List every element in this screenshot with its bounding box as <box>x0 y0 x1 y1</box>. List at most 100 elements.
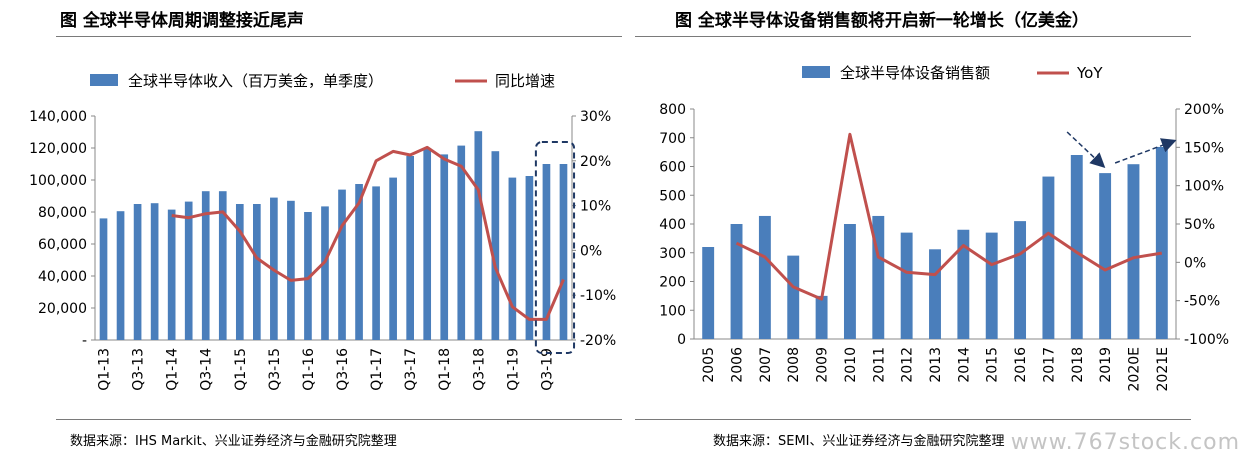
legend-line-label: YoY <box>1076 64 1103 82</box>
line-series-yoy <box>171 145 565 321</box>
left-source-note: 数据来源：IHS Markit、兴业证券经济与金融研究院整理 <box>70 434 397 449</box>
bar-Q1-19 <box>508 177 517 340</box>
right-y-tick-label: 100% <box>1184 179 1224 195</box>
right-y-tick-label: 200% <box>1184 102 1224 118</box>
right-y-tick-label: 150% <box>1184 140 1224 156</box>
bar-Q2-17 <box>389 177 397 340</box>
bar-2019 <box>1099 173 1112 339</box>
bar-Q4-16 <box>355 184 363 340</box>
x-tick-label-2016: 2016 <box>1013 347 1029 383</box>
bar-Q2-16 <box>321 206 329 340</box>
x-tick-label-Q1-15: Q1-15 <box>233 348 249 391</box>
x-tick-label-2013: 2013 <box>928 347 944 383</box>
x-tick-label-2020E: 2020E <box>1126 347 1142 391</box>
right-y-tick-label: 10% <box>580 199 611 215</box>
left-y-tick-label: 80,000 <box>38 205 87 221</box>
bar-Q1-15 <box>235 204 244 340</box>
bar-Q4-13 <box>150 203 159 340</box>
line-series-yoy <box>735 132 1163 301</box>
bar-2011 <box>872 215 885 339</box>
left-y-tick-label: 400 <box>659 217 686 233</box>
bar-Q4-14 <box>218 191 227 340</box>
left-source-rule <box>56 419 622 420</box>
x-tick-label-2007: 2007 <box>758 347 774 383</box>
left-y-tick-label: 600 <box>659 160 686 176</box>
x-tick-label-2019: 2019 <box>1098 347 1114 383</box>
arrow-down-annotation <box>1066 131 1106 169</box>
bar-2015 <box>985 232 998 339</box>
bar-Q2-18 <box>457 145 466 340</box>
bar-2017 <box>1042 176 1055 339</box>
bar-2021E <box>1155 146 1168 339</box>
x-tick-label-2014: 2014 <box>956 347 972 383</box>
left-y-tick-label: 20,000 <box>38 301 87 317</box>
bar-2014 <box>957 229 970 339</box>
bar-2008 <box>787 255 800 339</box>
bar-Q1-13 <box>99 218 108 340</box>
bar-2005 <box>702 247 715 339</box>
legend-bar-label: 全球半导体设备销售额 <box>840 64 990 82</box>
left-y-tick-label: 60,000 <box>38 237 87 253</box>
highlight-box-annotation <box>534 141 576 354</box>
bar-Q2-19 <box>525 176 534 340</box>
bar-2018 <box>1070 155 1083 339</box>
x-tick-label-Q3-15: Q3-15 <box>267 348 283 391</box>
x-tick-label-2009: 2009 <box>815 347 831 383</box>
right-chart-panel: 图 全球半导体设备销售额将开启新一轮增长（亿美金） 0 100 200 300 400 5… <box>627 0 1254 461</box>
x-tick-label-2017: 2017 <box>1041 347 1057 383</box>
bar-2013 <box>929 249 941 339</box>
left-y-tick-label: 40,000 <box>38 269 87 285</box>
right-source-note: 数据来源：SEMI、兴业证券经济与金融研究院整理 <box>713 434 1005 449</box>
left-chart-panel: 图 全球半导体周期调整接近尾声 - 20,000 40,000 60,000 80,00… <box>29 11 622 449</box>
right-y-tick-label: 0% <box>1184 255 1206 271</box>
bar-Q3-19 <box>542 164 551 340</box>
right-y-tick-label: 30% <box>580 109 611 125</box>
bar-Q3-17 <box>406 156 414 340</box>
x-tick-label-2015: 2015 <box>985 347 1001 383</box>
left-chart: - 20,000 40,000 60,000 80,000 100,000 120,000 1… <box>29 72 616 391</box>
x-tick-label-Q1-17: Q1-17 <box>369 348 385 391</box>
left-y-tick-label: 0 <box>677 332 686 348</box>
x-tick-label-2018: 2018 <box>1070 347 1086 383</box>
left-y-tick-label: 100,000 <box>29 173 87 189</box>
x-tick-label-Q3-13: Q3-13 <box>131 348 147 391</box>
x-tick-label-Q1-18: Q1-18 <box>437 348 453 391</box>
right-y-tick-label: -50% <box>1184 294 1220 310</box>
left-title-rule <box>56 36 622 37</box>
legend-bar-swatch <box>90 74 118 86</box>
bar-Q4-15 <box>287 200 295 340</box>
x-tick-label-Q1-16: Q1-16 <box>301 348 317 391</box>
bar-Q1-17 <box>372 186 380 340</box>
bar-2009 <box>815 295 828 339</box>
left-y-tick-label: 500 <box>659 188 686 204</box>
right-y-tick-label: 0% <box>580 243 602 259</box>
x-tick-label-Q3-14: Q3-14 <box>199 348 215 391</box>
bar-2006 <box>730 224 743 339</box>
left-y-tick-label: 800 <box>659 102 686 118</box>
x-tick-label-2011: 2011 <box>871 347 887 383</box>
x-tick-label-2012: 2012 <box>900 347 916 383</box>
left-y-tick-label: 700 <box>659 131 686 147</box>
bar-Q1-16 <box>304 212 312 340</box>
left-y-tick-label: 100 <box>659 303 686 319</box>
bar-2010 <box>843 224 856 339</box>
left-y-tick-label: - <box>82 333 87 349</box>
x-tick-label-Q3-19: Q3-19 <box>539 348 555 391</box>
legend-bar-label: 全球半导体收入（百万美金，单季度） <box>128 72 383 90</box>
bar-Q3-18 <box>474 131 483 340</box>
right-source-rule <box>635 419 1191 420</box>
right-y-tick-label: 20% <box>580 154 611 170</box>
bar-Q4-19 <box>559 164 568 340</box>
x-tick-label-2005: 2005 <box>701 347 717 383</box>
bar-2007 <box>758 215 771 339</box>
x-tick-label-Q1-13: Q1-13 <box>97 348 113 391</box>
right-y-tick-label: -10% <box>580 288 616 304</box>
right-chart-title: 图 全球半导体设备销售额将开启新一轮增长（亿美金） <box>675 11 1089 31</box>
x-tick-label-2010: 2010 <box>843 347 859 383</box>
left-y-tick-label: 300 <box>659 246 686 262</box>
left-y-tick-label: 120,000 <box>29 141 87 157</box>
x-tick-label-2006: 2006 <box>730 347 746 383</box>
bar-Q1-18 <box>440 154 449 340</box>
left-y-tick-label: 200 <box>659 275 686 291</box>
right-y-tick-label: -100% <box>1184 332 1229 348</box>
